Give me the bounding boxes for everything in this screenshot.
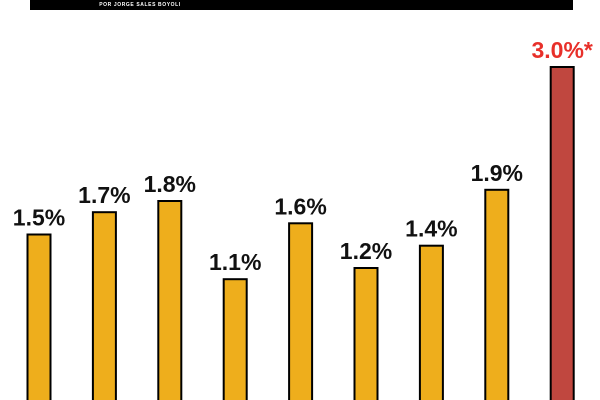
data-label-8: 1.9% (471, 160, 523, 186)
bar-4 (222, 278, 248, 400)
bar-1 (26, 233, 52, 400)
data-label-4: 1.1% (209, 249, 261, 275)
bar-2 (91, 211, 117, 400)
data-label-3: 1.8% (144, 171, 196, 197)
bar-8 (484, 188, 510, 400)
byline: POR JORGE SALES BOYOLI (99, 2, 181, 8)
data-label-6: 1.2% (340, 238, 392, 264)
top-banner (30, 0, 573, 10)
data-label-9: 3.0%* (532, 37, 593, 63)
data-label-5: 1.6% (274, 193, 326, 219)
bar-5 (288, 222, 314, 400)
bar-7 (418, 244, 444, 400)
data-label-7: 1.4% (405, 216, 457, 242)
data-label-1: 1.5% (13, 205, 65, 231)
data-label-2: 1.7% (78, 182, 130, 208)
bar-3 (157, 200, 183, 400)
bar-6 (353, 267, 379, 400)
bar-9 (549, 66, 575, 400)
